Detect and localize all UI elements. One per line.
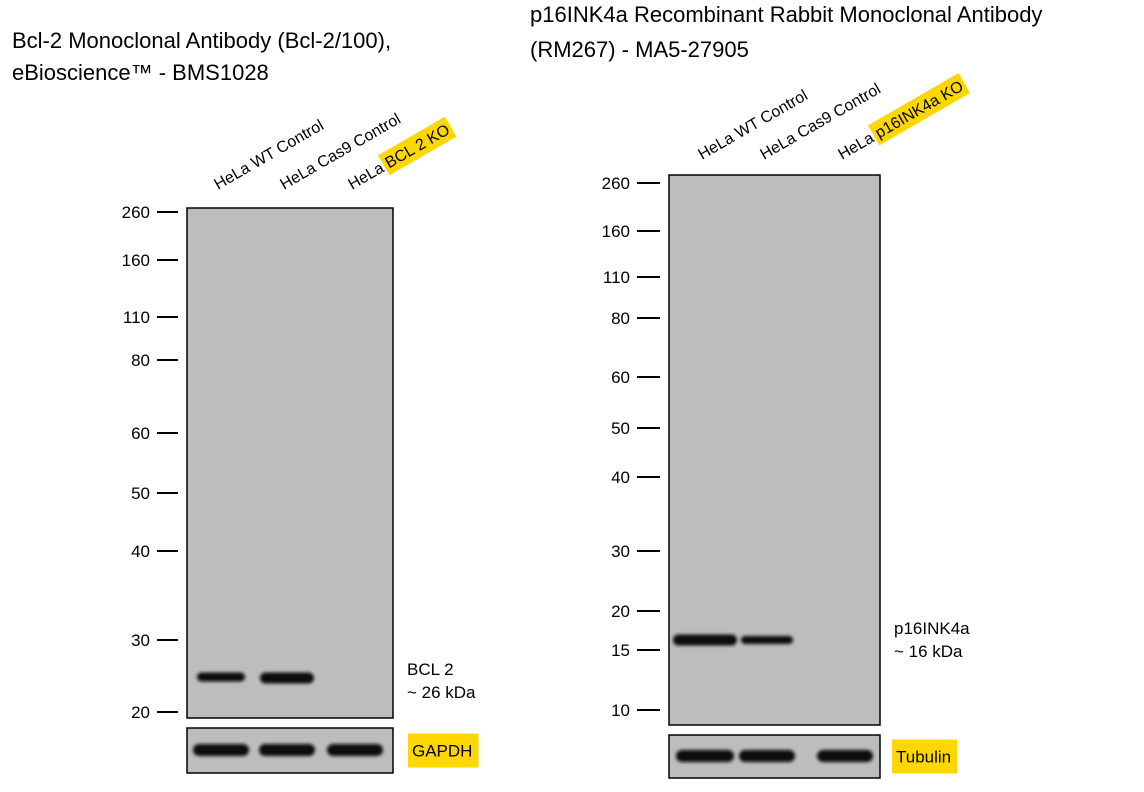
- panel-title: Bcl-2 Monoclonal Antibody (Bcl-2/100),: [12, 28, 391, 53]
- marker-label: 40: [131, 542, 150, 561]
- blot-membrane: [668, 174, 881, 726]
- loading-band: [327, 744, 383, 756]
- band: [197, 672, 245, 682]
- marker-label: 30: [131, 631, 150, 650]
- marker-label: 20: [611, 602, 630, 621]
- marker-label: 160: [602, 222, 630, 241]
- lane-cell: HeLa: [346, 160, 388, 194]
- lane-condition: WT Control: [249, 117, 327, 172]
- marker-label: 110: [603, 268, 630, 287]
- marker-label: 260: [122, 203, 150, 222]
- band-label: ~ 16 kDa: [894, 642, 963, 661]
- marker-label: 50: [611, 419, 630, 438]
- marker-label: 80: [131, 351, 150, 370]
- lane-cell: HeLa: [212, 160, 254, 194]
- highlight: [892, 739, 958, 774]
- marker-label: 10: [611, 701, 630, 720]
- loading-band: [739, 750, 795, 762]
- highlight: [408, 733, 479, 768]
- panel-title: eBioscience™ - BMS1028: [12, 60, 269, 85]
- loading-band: [817, 750, 873, 762]
- marker-label: 20: [131, 703, 150, 722]
- marker-label: 160: [122, 251, 150, 270]
- highlight: [867, 73, 971, 146]
- lane-cell: HeLa: [758, 130, 800, 164]
- band: [673, 634, 737, 646]
- marker-label: 60: [611, 368, 630, 387]
- highlight: [377, 116, 457, 176]
- blot-membrane: [186, 207, 394, 719]
- band: [260, 672, 314, 684]
- loading-band: [193, 744, 249, 756]
- panel-title: (RM267) - MA5-27905: [530, 37, 749, 62]
- lane-cell: HeLa: [278, 160, 320, 194]
- marker-label: 260: [602, 174, 630, 193]
- marker-label: 80: [611, 309, 630, 328]
- lane-condition: p16INK4a KO: [873, 78, 967, 142]
- lane-cell: HeLa: [696, 130, 738, 164]
- loading-control-label: Tubulin: [896, 748, 951, 767]
- marker-label: 15: [611, 641, 630, 660]
- blot-panel: p16INK4a Recombinant Rabbit Monoclonal A…: [530, 2, 1042, 779]
- panel-title: p16INK4a Recombinant Rabbit Monoclonal A…: [530, 2, 1042, 27]
- marker-label: 60: [131, 424, 150, 443]
- band-label: BCL 2: [407, 660, 454, 679]
- loading-band: [259, 744, 315, 756]
- loading-band: [676, 750, 734, 762]
- band: [741, 636, 793, 644]
- loading-control-label: GAPDH: [412, 742, 472, 761]
- marker-label: 30: [611, 542, 630, 561]
- lane-cell: HeLa: [836, 130, 878, 164]
- band-label: p16INK4a: [894, 619, 970, 638]
- marker-label: 40: [611, 468, 630, 487]
- marker-label: 110: [123, 308, 150, 327]
- band-label: ~ 26 kDa: [407, 683, 476, 702]
- marker-label: 50: [131, 484, 150, 503]
- blot-panel: Bcl-2 Monoclonal Antibody (Bcl-2/100), eB…: [12, 28, 479, 774]
